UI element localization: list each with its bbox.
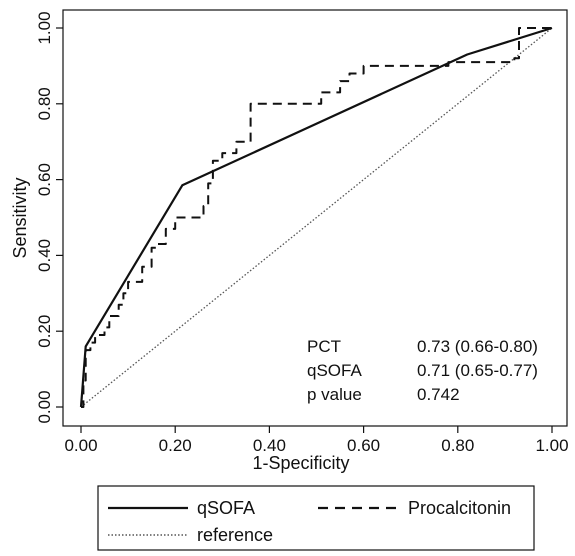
x-axis-title: 1-Specificity (252, 453, 349, 473)
y-tick-label: 0.60 (35, 163, 54, 196)
x-tick-label: 0.40 (253, 436, 286, 455)
annot-label-qsofa: qSOFA (307, 361, 362, 380)
y-tick-label: 1.00 (35, 11, 54, 44)
annot-value-qsofa: 0.71 (0.65-0.77) (417, 361, 538, 380)
y-axis: 0.00 0.20 0.40 0.60 0.80 1.00 (35, 11, 63, 424)
x-tick-label: 1.00 (535, 436, 568, 455)
y-tick-label: 0.00 (35, 390, 54, 423)
x-tick-label: 0.20 (159, 436, 192, 455)
auc-annotations: PCT 0.73 (0.66-0.80) qSOFA 0.71 (0.65-0.… (307, 337, 538, 404)
x-tick-label: 0.80 (441, 436, 474, 455)
y-tick-label: 0.80 (35, 87, 54, 120)
legend: qSOFA Procalcitonin reference (97, 485, 535, 551)
annot-label-pct: PCT (307, 337, 341, 356)
x-axis: 0.00 0.20 0.40 0.60 0.80 1.00 (64, 426, 569, 455)
annot-label-pvalue: p value (307, 385, 362, 404)
y-axis-title: Sensitivity (10, 177, 30, 258)
x-tick-label: 0.60 (347, 436, 380, 455)
y-tick-label: 0.40 (35, 239, 54, 272)
legend-box (97, 485, 535, 551)
legend-label-procalcitonin: Procalcitonin (408, 498, 511, 518)
annot-value-pvalue: 0.742 (417, 385, 460, 404)
annot-value-pct: 0.73 (0.66-0.80) (417, 337, 538, 356)
series-line-reference (80, 27, 553, 408)
series-line-procalcitonin (81, 27, 552, 408)
legend-label-qsofa: qSOFA (197, 498, 255, 518)
x-tick-label: 0.00 (64, 436, 97, 455)
plot-frame (62, 9, 568, 427)
y-tick-label: 0.20 (35, 315, 54, 348)
series-layer (79, 26, 553, 408)
legend-label-reference: reference (197, 525, 273, 545)
series-line-qsofa (79, 26, 553, 408)
